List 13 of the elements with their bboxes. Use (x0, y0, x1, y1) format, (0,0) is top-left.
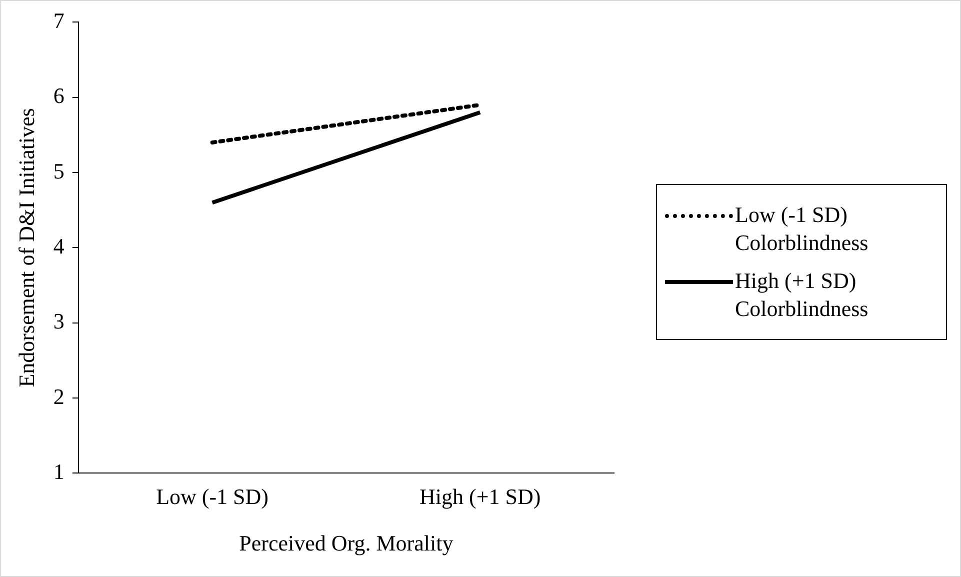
y-tick-label: 5 (53, 158, 64, 184)
x-axis-title: Perceived Org. Morality (239, 530, 454, 556)
y-tick-label: 4 (53, 233, 64, 258)
y-tick-label: 2 (53, 384, 64, 409)
y-tick-label: 3 (53, 308, 64, 334)
y-tick-label: 6 (53, 83, 64, 108)
x-tick-label: High (+1 SD) (420, 484, 541, 510)
legend-label: Low (-1 SD) Colorblindness (734, 201, 870, 257)
legend-label: High (+1 SD) Colorblindness (734, 267, 870, 323)
y-tick-label: 7 (53, 8, 64, 33)
x-tick-label: Low (-1 SD) (156, 484, 269, 510)
y-tick-label: 1 (53, 458, 64, 484)
y-axis-title: Endorsement of D&I Initiatives (14, 108, 39, 388)
